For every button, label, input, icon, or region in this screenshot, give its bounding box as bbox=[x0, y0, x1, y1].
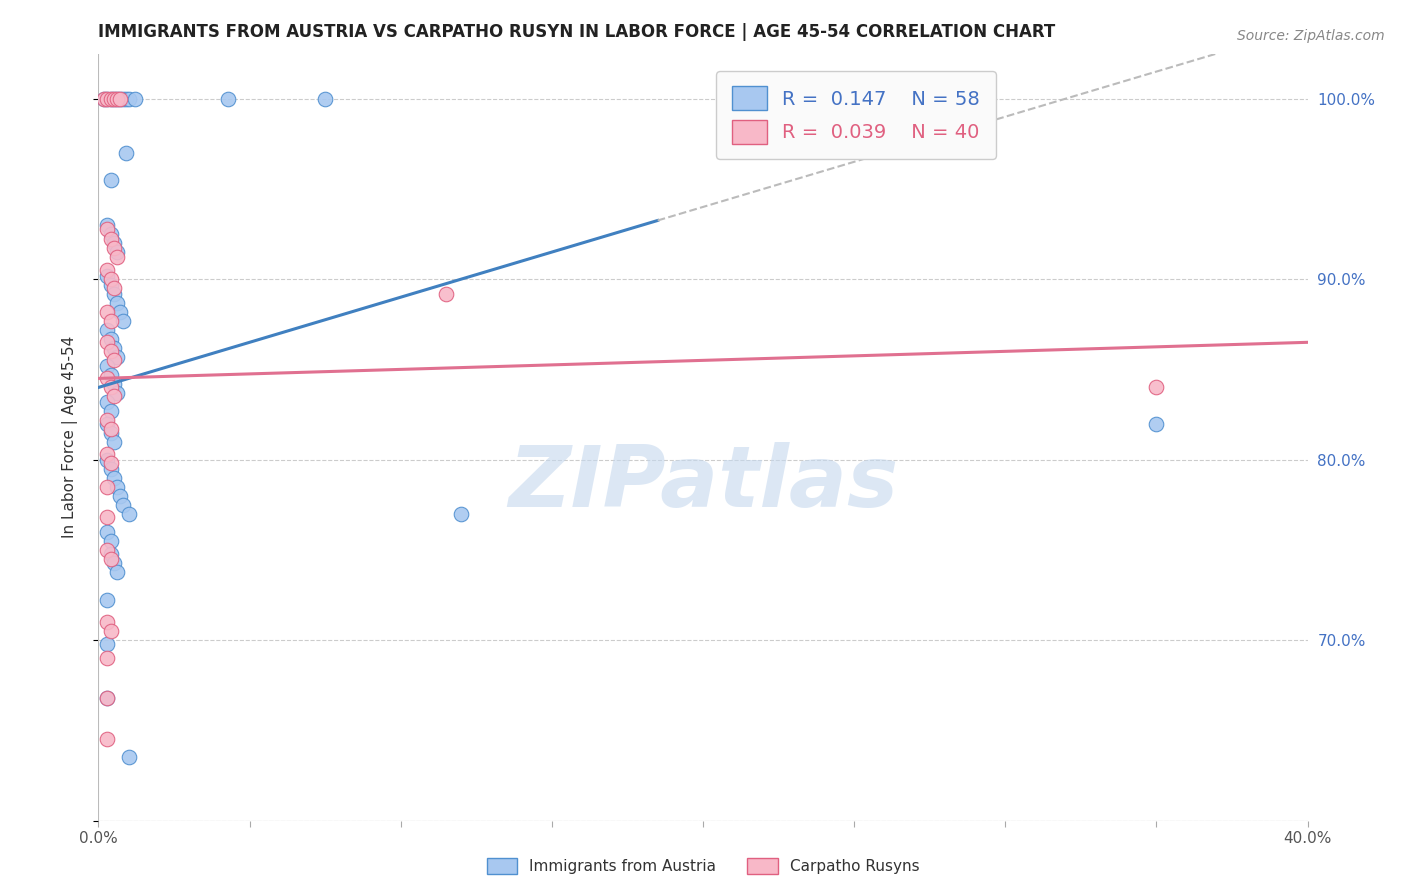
Point bbox=[118, 507, 141, 521]
Point bbox=[111, 313, 134, 327]
Point bbox=[118, 750, 141, 764]
Point bbox=[105, 251, 128, 265]
Point bbox=[100, 227, 122, 241]
Point bbox=[96, 218, 118, 232]
Point bbox=[96, 651, 118, 665]
Point bbox=[96, 637, 118, 651]
Point bbox=[105, 245, 128, 260]
Point bbox=[100, 277, 122, 292]
Y-axis label: In Labor Force | Age 45-54: In Labor Force | Age 45-54 bbox=[62, 336, 77, 538]
Point bbox=[103, 376, 125, 391]
Point bbox=[100, 344, 122, 359]
Point bbox=[96, 263, 118, 277]
Point bbox=[118, 92, 141, 106]
Point bbox=[100, 92, 122, 106]
Point bbox=[96, 452, 118, 467]
Point bbox=[100, 552, 122, 566]
Point bbox=[96, 92, 118, 106]
Point bbox=[1144, 417, 1167, 431]
Point bbox=[100, 404, 122, 418]
Point bbox=[103, 434, 125, 449]
Point bbox=[108, 489, 131, 503]
Point bbox=[108, 304, 131, 318]
Point bbox=[105, 350, 128, 364]
Point bbox=[103, 242, 125, 256]
Legend: Immigrants from Austria, Carpatho Rusyns: Immigrants from Austria, Carpatho Rusyns bbox=[479, 851, 927, 882]
Point bbox=[103, 353, 125, 368]
Point bbox=[103, 281, 125, 295]
Point bbox=[100, 461, 122, 475]
Point bbox=[105, 295, 128, 310]
Point bbox=[105, 565, 128, 579]
Point bbox=[96, 92, 118, 106]
Point bbox=[103, 471, 125, 485]
Text: IMMIGRANTS FROM AUSTRIA VS CARPATHO RUSYN IN LABOR FORCE | AGE 45-54 CORRELATION: IMMIGRANTS FROM AUSTRIA VS CARPATHO RUSY… bbox=[98, 23, 1056, 41]
Point bbox=[96, 542, 118, 557]
Point bbox=[105, 385, 128, 400]
Point bbox=[105, 92, 128, 106]
Point bbox=[105, 92, 128, 106]
Point bbox=[96, 359, 118, 373]
Point bbox=[124, 92, 146, 106]
Text: ZIPatlas: ZIPatlas bbox=[508, 442, 898, 524]
Point bbox=[96, 732, 118, 747]
Point bbox=[96, 221, 118, 235]
Point bbox=[96, 593, 118, 607]
Point bbox=[450, 507, 472, 521]
Point bbox=[93, 92, 115, 106]
Point bbox=[100, 232, 122, 246]
Point bbox=[96, 335, 118, 350]
Point bbox=[314, 92, 336, 106]
Point bbox=[103, 92, 125, 106]
Point bbox=[103, 92, 125, 106]
Point bbox=[96, 371, 118, 385]
Point bbox=[96, 510, 118, 524]
Point bbox=[103, 556, 125, 570]
Point bbox=[96, 323, 118, 337]
Point bbox=[103, 389, 125, 403]
Point bbox=[100, 332, 122, 346]
Text: Source: ZipAtlas.com: Source: ZipAtlas.com bbox=[1237, 29, 1385, 43]
Point bbox=[100, 368, 122, 382]
Point bbox=[100, 313, 122, 327]
Point bbox=[96, 417, 118, 431]
Point bbox=[96, 480, 118, 494]
Point bbox=[100, 272, 122, 286]
Point bbox=[100, 533, 122, 548]
Point bbox=[100, 92, 122, 106]
Legend: R =  0.147    N = 58, R =  0.039    N = 40: R = 0.147 N = 58, R = 0.039 N = 40 bbox=[716, 70, 995, 159]
Point bbox=[103, 235, 125, 250]
Point bbox=[434, 286, 457, 301]
Point bbox=[108, 92, 131, 106]
Point bbox=[96, 690, 118, 705]
Point bbox=[96, 690, 118, 705]
Point bbox=[100, 173, 122, 187]
Point bbox=[96, 268, 118, 283]
Point bbox=[105, 480, 128, 494]
Point bbox=[217, 92, 239, 106]
Point bbox=[1144, 380, 1167, 394]
Point bbox=[96, 413, 118, 427]
Point bbox=[103, 341, 125, 355]
Point bbox=[111, 92, 134, 106]
Point bbox=[96, 615, 118, 629]
Point bbox=[96, 524, 118, 539]
Point bbox=[100, 624, 122, 639]
Point bbox=[100, 547, 122, 561]
Point bbox=[100, 380, 122, 394]
Point bbox=[96, 304, 118, 318]
Point bbox=[96, 395, 118, 409]
Point bbox=[100, 425, 122, 440]
Point bbox=[100, 422, 122, 436]
Point bbox=[114, 145, 136, 160]
Point bbox=[93, 92, 115, 106]
Point bbox=[111, 498, 134, 512]
Point bbox=[108, 92, 131, 106]
Point bbox=[114, 92, 136, 106]
Point bbox=[103, 286, 125, 301]
Point bbox=[100, 456, 122, 470]
Point bbox=[96, 447, 118, 461]
